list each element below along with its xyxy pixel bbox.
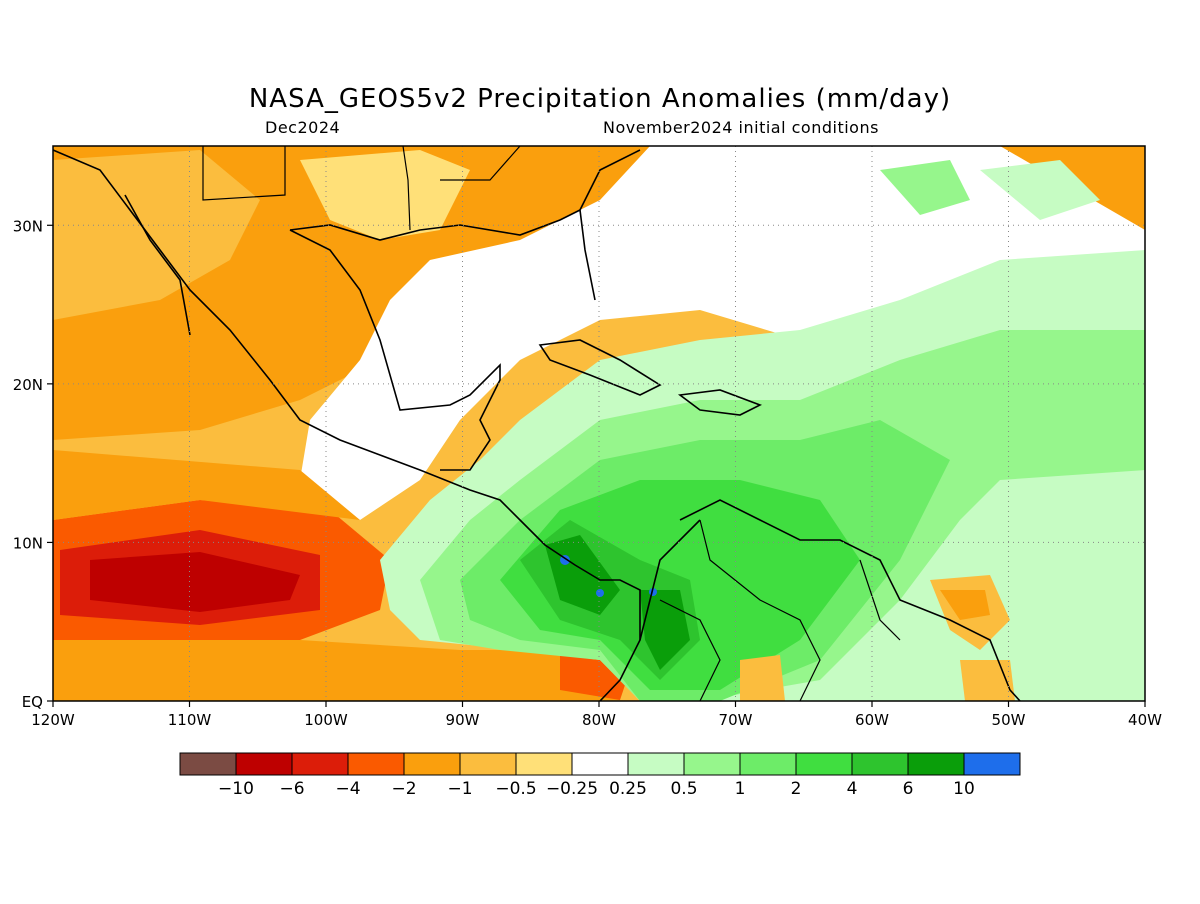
colorbar-label: −1 <box>447 779 472 799</box>
lat-tick-label: 10N <box>13 534 43 552</box>
lat-tick-label: 20N <box>13 376 43 394</box>
lat-tick-label: 30N <box>13 217 43 235</box>
initial-conditions: November2024 initial conditions <box>603 118 879 137</box>
colorbar-label: 4 <box>847 779 858 799</box>
colorbar-swatch <box>403 752 461 776</box>
colorbar-label: 1 <box>735 779 746 799</box>
colorbar-swatch <box>291 752 349 776</box>
colorbar-swatch <box>459 752 517 776</box>
map-title: NASA_GEOS5v2 Precipitation Anomalies (mm… <box>248 84 952 114</box>
colorbar-swatch <box>571 752 629 776</box>
colorbar-swatch <box>515 752 573 776</box>
lon-tick-label: 80W <box>582 711 616 729</box>
neutral-zone <box>300 146 1145 520</box>
lon-tick-label: 110W <box>168 711 212 729</box>
colorbar-swatch <box>907 752 965 776</box>
colorbar-swatch <box>683 752 741 776</box>
colorbar-label: 2 <box>791 779 802 799</box>
colorbar-label: 0.5 <box>670 779 697 799</box>
colorbar-label: −4 <box>335 779 360 799</box>
forecast-month: Dec2024 <box>265 118 341 137</box>
colorbar-swatch <box>627 752 685 776</box>
lon-tick-label: 50W <box>992 711 1026 729</box>
colorbar-label: 0.25 <box>609 779 647 799</box>
lat-tick-label: EQ <box>22 693 43 711</box>
lon-tick-label: 70W <box>719 711 753 729</box>
graticule <box>53 146 1145 701</box>
colorbar-swatch <box>795 752 853 776</box>
colorbar-label: −10 <box>218 779 254 799</box>
lon-tick-label: 100W <box>304 711 348 729</box>
lon-tick-label: 90W <box>446 711 480 729</box>
country-borders <box>202 146 901 701</box>
colorbar-label: 10 <box>953 779 975 799</box>
anomaly-field <box>53 146 1145 701</box>
colorbar-label: −2 <box>391 779 416 799</box>
lon-tick-label: 120W <box>31 711 75 729</box>
colorbar-swatch <box>179 752 237 776</box>
lon-tick-label: 40W <box>1128 711 1162 729</box>
colorbar-label: −6 <box>279 779 304 799</box>
colorbar-swatch <box>851 752 909 776</box>
colorbar-swatch <box>235 752 293 776</box>
map-axes: 120W 110W 100W 90W 80W 70W 60W 50W 40W EQ 10N 20N 30… <box>13 217 1162 729</box>
colorbar: −10 −6 −4 −2 −1 −0.5 −0.25 0.25 0.5 1 2 4 6 10 <box>179 752 1021 799</box>
colorbar-label: −0.5 <box>495 779 536 799</box>
colorbar-swatch <box>963 752 1021 776</box>
colorbar-label: 6 <box>903 779 914 799</box>
coastlines <box>53 149 1021 701</box>
colorbar-swatch <box>739 752 797 776</box>
pacific-max-dry <box>90 552 300 612</box>
lon-tick-label: 60W <box>855 711 889 729</box>
colorbar-swatch <box>347 752 405 776</box>
colorbar-label: −0.25 <box>546 779 598 799</box>
